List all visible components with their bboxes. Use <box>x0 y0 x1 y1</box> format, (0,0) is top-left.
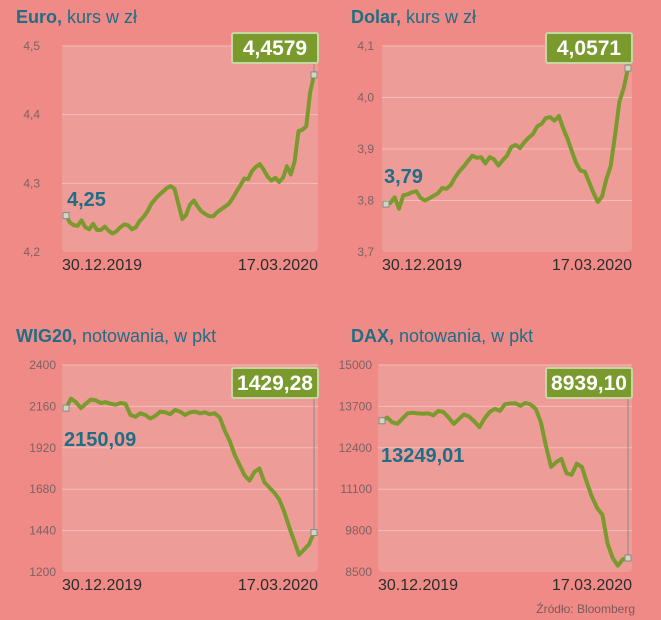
y-tick-label: 3,9 <box>357 142 374 156</box>
start-value-label: 3,79 <box>384 166 423 188</box>
end-marker <box>624 554 632 562</box>
end-marker <box>310 528 318 536</box>
x-label-end: 17.03.2020 <box>238 257 318 274</box>
chart-title-bold: WIG20, <box>16 326 77 346</box>
x-label-start: 30.12.2019 <box>62 577 142 594</box>
series-line <box>384 66 630 211</box>
x-label-end: 17.03.2020 <box>552 577 632 594</box>
chart-panel: 1200 1440 1680 1920 2160 2400 WIG20, notowania… <box>16 326 319 594</box>
chart-title: DAX, notowania, w pkt <box>351 326 533 346</box>
end-value-badge <box>231 32 319 64</box>
y-tick-label: 12400 <box>339 441 373 455</box>
chart-title-rest: notowania, w pkt <box>394 326 533 346</box>
start-marker <box>62 404 70 412</box>
start-marker <box>382 200 390 208</box>
plot-area <box>62 365 318 572</box>
y-tick-label: 2400 <box>29 358 56 372</box>
chart-title: WIG20, notowania, w pkt <box>16 326 216 346</box>
start-marker <box>62 212 70 220</box>
x-label-end: 17.03.2020 <box>552 257 632 274</box>
end-marker <box>310 71 318 79</box>
y-tick-label: 11100 <box>340 482 372 496</box>
y-tick-label: 3,7 <box>357 245 374 259</box>
y-tick-label: 9800 <box>345 524 372 538</box>
end-value-badge <box>231 367 319 399</box>
series-line <box>64 396 316 557</box>
y-tick-label: 13700 <box>339 399 373 413</box>
end-value-label: 4,4579 <box>243 37 307 60</box>
chart-title-bold: Euro, <box>16 7 62 27</box>
y-tick-label: 1200 <box>29 565 56 579</box>
chart-title-rest: kurs w zł <box>401 7 476 27</box>
chart-title: Dolar, kurs w zł <box>351 7 476 27</box>
series-line <box>64 72 316 236</box>
chart-panel: 8500 9800 11100 12400 13700 15000 DAX, notowan… <box>339 326 633 594</box>
y-tick-label: 3,8 <box>357 194 374 208</box>
end-value-badge <box>545 32 633 64</box>
x-label-end: 17.03.2020 <box>238 577 318 594</box>
source-note: Źródło: Bloomberg <box>536 602 635 616</box>
start-marker <box>378 417 386 425</box>
chart-title-bold: Dolar, <box>351 7 401 27</box>
chart-title: Euro, kurs w zł <box>16 7 137 27</box>
plot-area <box>62 46 318 252</box>
y-tick-label: 1440 <box>29 524 56 538</box>
chart-panel: 3,7 3,8 3,9 4,0 4,1 Dolar, kurs w zł 30.12.201… <box>351 7 633 274</box>
y-tick-label: 4,1 <box>357 39 374 53</box>
y-tick-label: 4,4 <box>23 108 40 122</box>
end-value-label: 4,0571 <box>557 37 622 60</box>
end-value-label: 1429,28 <box>237 372 313 395</box>
chart-title-rest: kurs w zł <box>62 7 137 27</box>
y-tick-label: 1920 <box>29 441 56 455</box>
start-value-label: 2150,09 <box>64 429 136 451</box>
end-value-badge <box>545 367 633 399</box>
y-tick-label: 4,0 <box>357 91 374 105</box>
y-tick-label: 4,5 <box>23 39 40 53</box>
y-tick-label: 1680 <box>29 482 56 496</box>
x-label-start: 30.12.2019 <box>378 577 458 594</box>
end-marker <box>624 64 632 72</box>
y-tick-label: 8500 <box>345 565 372 579</box>
series-line <box>380 400 630 568</box>
chart-panel: 4,2 4,3 4,4 4,5 Euro, kurs w zł 30.12.2019 17.… <box>16 7 319 274</box>
x-label-start: 30.12.2019 <box>382 257 462 274</box>
chart-title-bold: DAX, <box>351 326 394 346</box>
y-tick-label: 2160 <box>29 399 56 413</box>
y-tick-label: 4,3 <box>23 176 40 190</box>
y-tick-label: 15000 <box>339 358 373 372</box>
plot-area <box>378 365 632 572</box>
chart-title-rest: notowania, w pkt <box>77 326 216 346</box>
y-tick-label: 4,2 <box>23 245 40 259</box>
start-value-label: 4,25 <box>67 189 106 211</box>
start-value-label: 13249,01 <box>381 445 464 467</box>
end-value-label: 8939,10 <box>551 372 627 395</box>
x-label-start: 30.12.2019 <box>62 257 142 274</box>
